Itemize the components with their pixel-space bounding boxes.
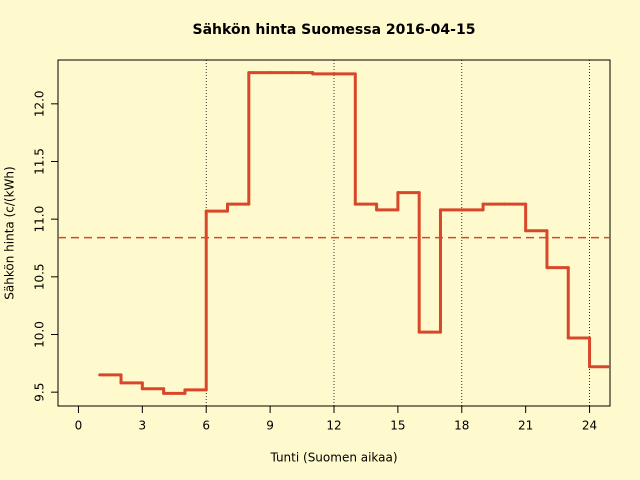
y-tick-label: 11.5 xyxy=(33,148,47,175)
y-tick-label: 11.0 xyxy=(33,206,47,233)
plot-area xyxy=(58,60,610,406)
y-tick-label: 10.5 xyxy=(33,263,47,290)
x-tick-label: 9 xyxy=(266,419,274,433)
x-tick-label: 0 xyxy=(75,419,83,433)
step-riser xyxy=(119,71,592,395)
x-tick-label: 3 xyxy=(139,419,147,433)
y-axis-label: Sähkön hinta (c/(kWh) xyxy=(3,166,17,299)
x-tick-label: 24 xyxy=(582,419,597,433)
x-tick-label: 15 xyxy=(390,419,405,433)
y-tick-label: 12.0 xyxy=(33,90,47,117)
x-tick-label: 18 xyxy=(454,419,469,433)
x-axis-label: Tunti (Suomen aikaa) xyxy=(269,451,397,465)
y-tick-label: 10.0 xyxy=(33,321,47,348)
x-tick-label: 12 xyxy=(326,419,341,433)
x-tick-label: 21 xyxy=(518,419,533,433)
chart-title: Sähkön hinta Suomessa 2016-04-15 xyxy=(193,22,476,38)
x-tick-label: 6 xyxy=(202,419,210,433)
y-tick-label: 9.5 xyxy=(33,383,47,402)
